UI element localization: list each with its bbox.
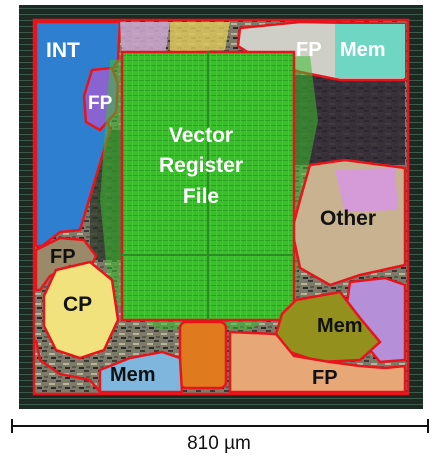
- die-core-outline: [32, 18, 410, 396]
- label-mem-bottom: Mem: [110, 364, 156, 386]
- cp-region: [42, 260, 120, 360]
- label-vrf-line2: Register: [159, 154, 243, 177]
- top-pink-region: [120, 22, 170, 60]
- orange-macro: [178, 320, 228, 390]
- label-mem-right: Mem: [317, 315, 363, 337]
- other-lilac-block: [335, 168, 398, 212]
- bottom-left-outline: [34, 339, 101, 393]
- top-yellow-region: [170, 22, 230, 52]
- fp-bottom-region: [228, 330, 407, 394]
- label-vrf-line3: File: [183, 185, 219, 208]
- label-other: Other: [320, 207, 376, 230]
- fp-mem-teal-block: [335, 24, 405, 78]
- label-fp-left: FP: [50, 246, 76, 268]
- label-int: INT: [46, 39, 80, 62]
- label-fp-bottom: FP: [312, 367, 338, 389]
- label-vrf-line1: Vector: [169, 124, 233, 147]
- label-fp-top: FP: [296, 39, 322, 61]
- label-cp: CP: [63, 293, 92, 316]
- label-fp-small: FP: [88, 93, 113, 114]
- scale-bar-label: 810 µm: [187, 433, 251, 454]
- mem-right-region: [274, 290, 382, 364]
- label-mem-top: Mem: [340, 39, 386, 61]
